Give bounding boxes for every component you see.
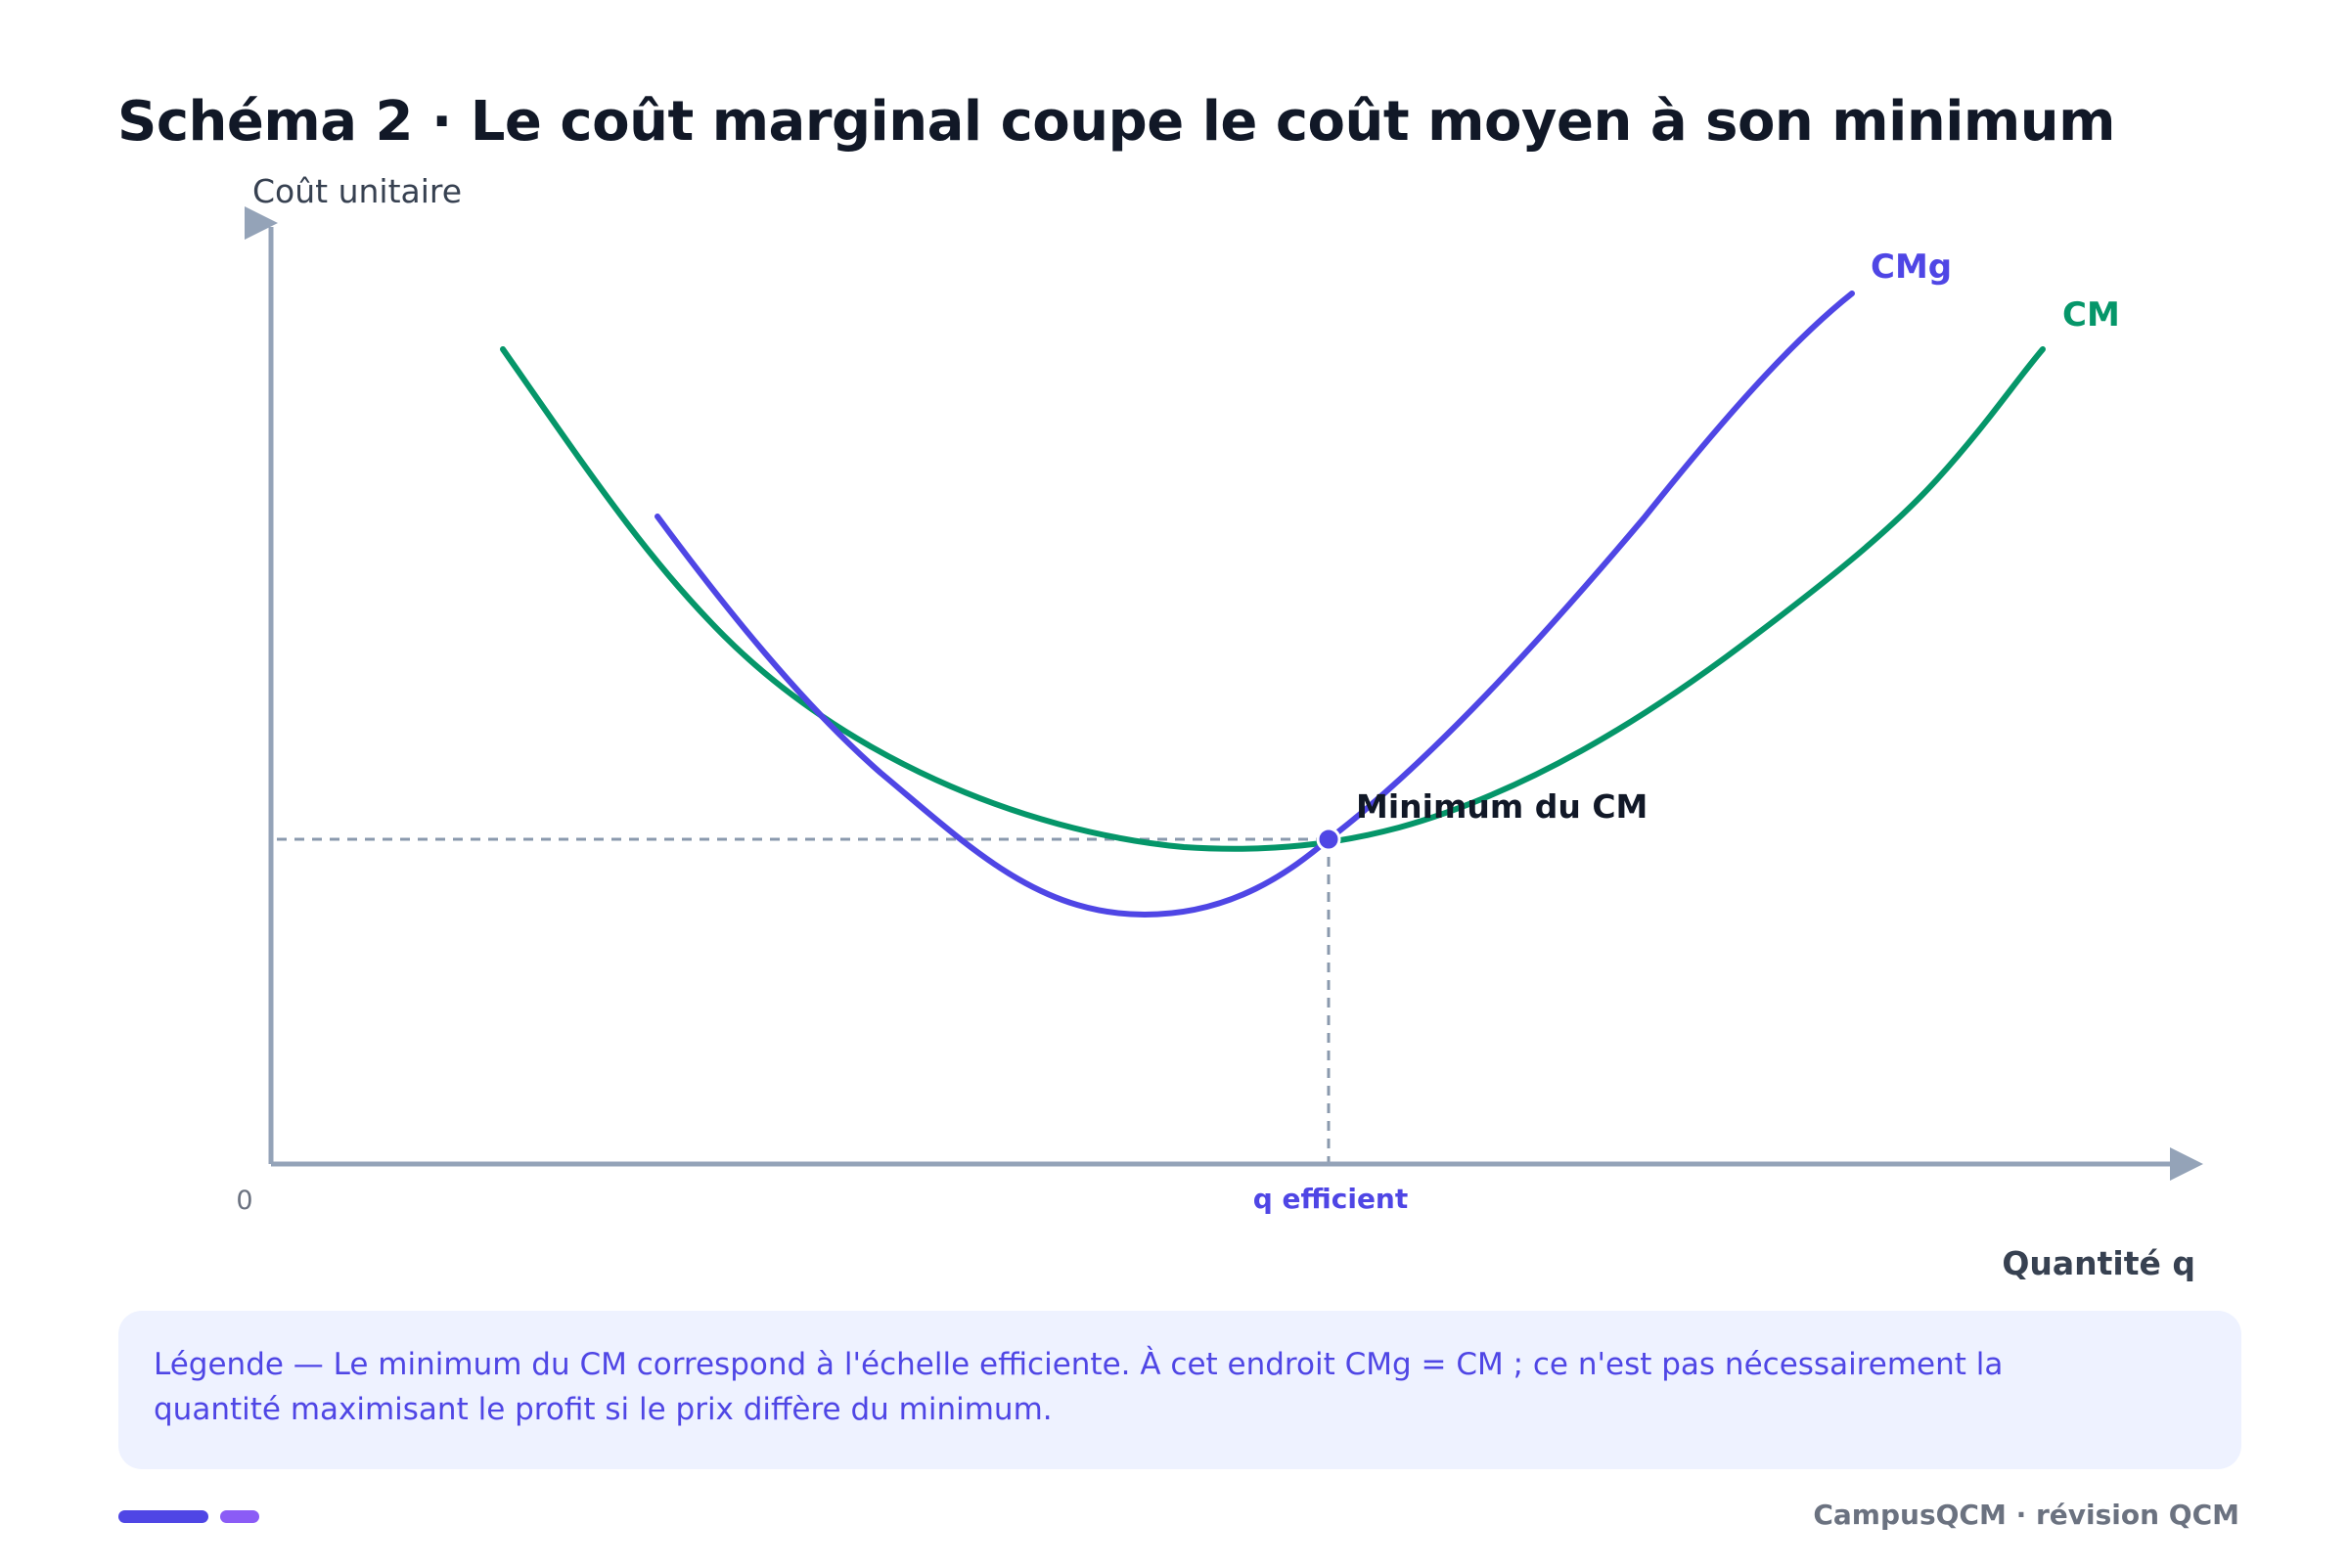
x-axis-label: Quantité q xyxy=(2002,1244,2195,1282)
cm-curve-label: CM xyxy=(2062,295,2120,335)
accent-bar-secondary xyxy=(220,1510,259,1523)
minimum-point-marker xyxy=(1316,827,1341,852)
y-axis-arrow xyxy=(245,206,278,240)
q-efficient-label: q efficient xyxy=(1253,1183,1409,1215)
legend-box: Légende — Le minimum du CM correspond à … xyxy=(118,1311,2241,1469)
origin-label: 0 xyxy=(236,1186,252,1216)
cm-curve xyxy=(500,346,2046,852)
page-title: Schéma 2 · Le coût marginal coupe le coû… xyxy=(117,90,2115,154)
y-axis-label: Coût unitaire xyxy=(252,172,462,210)
cmg-curve xyxy=(655,291,1855,918)
legend-text: Légende — Le minimum du CM correspond à … xyxy=(154,1347,2004,1427)
minimum-point-label: Minimum du CM xyxy=(1356,787,1648,826)
x-axis-arrow xyxy=(2170,1147,2203,1181)
cmg-curve-label: CMg xyxy=(1871,247,1952,287)
footer-credit: CampusQCM · révision QCM xyxy=(1813,1499,2239,1531)
accent-bar-primary xyxy=(118,1510,208,1523)
